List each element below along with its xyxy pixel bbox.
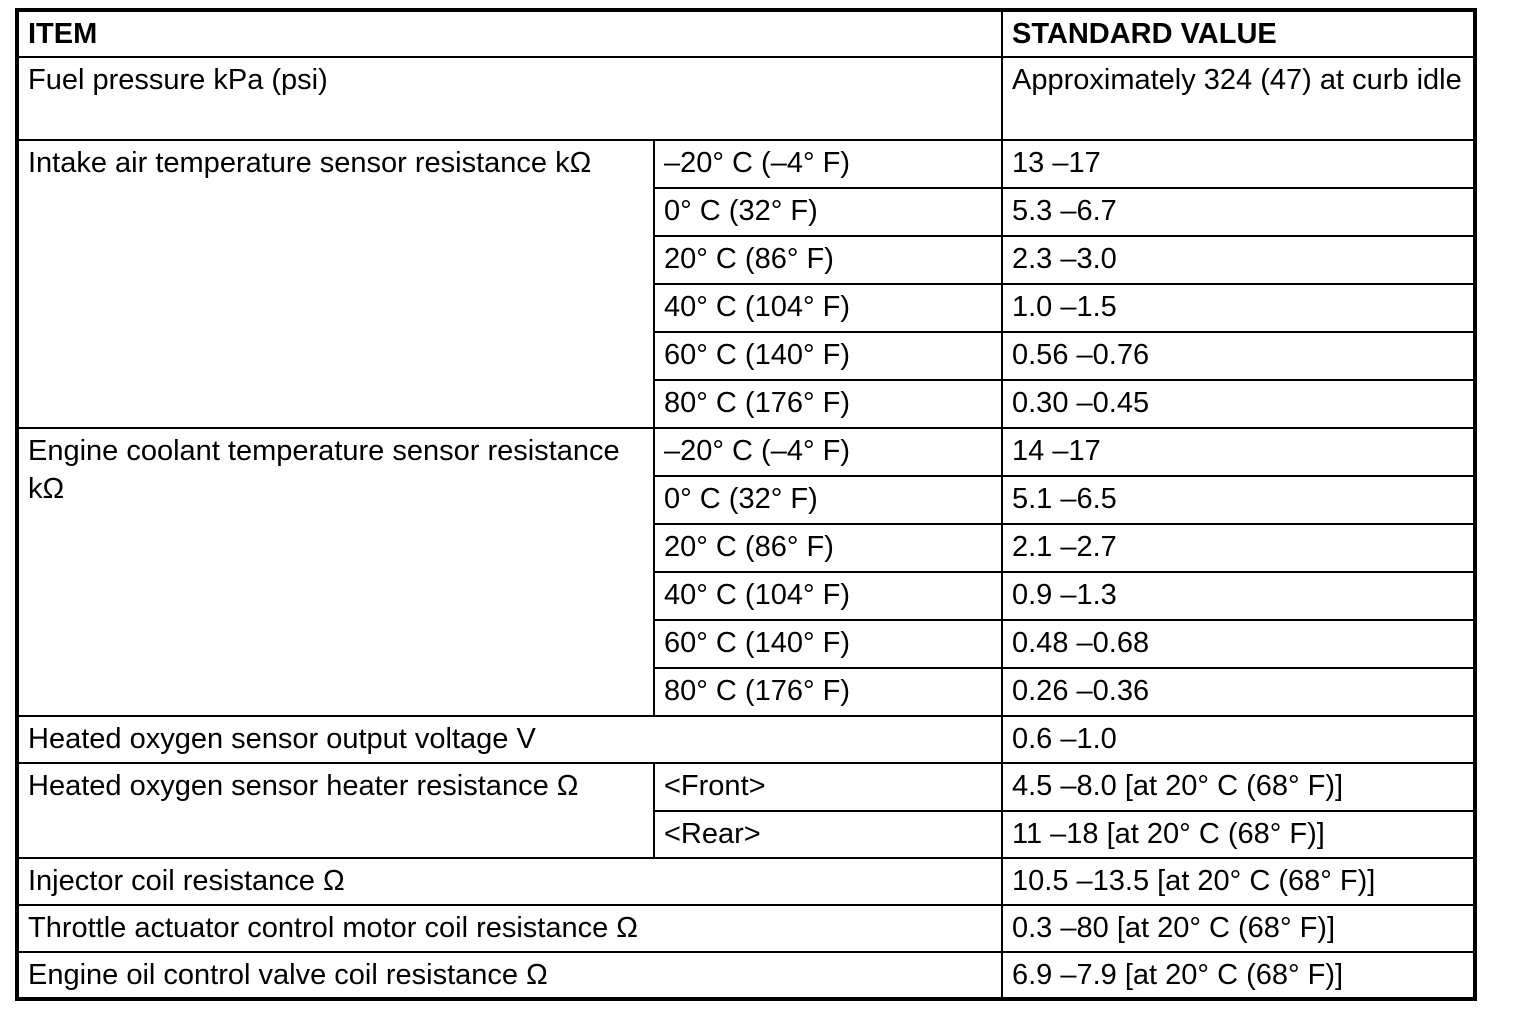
row-o2-output-voltage: Heated oxygen sensor output voltage V 0.…: [16, 715, 1476, 764]
item-cell: Intake air temperature sensor resistance…: [16, 139, 655, 429]
item-cell: Heated oxygen sensor output voltage V: [16, 715, 1003, 764]
row-fuel-pressure: Fuel pressure kPa (psi) Approximately 32…: [16, 56, 1476, 141]
row-coolant-temp-2: 20° C (86° F) 2.1 –2.7: [17, 523, 1476, 573]
value-cell: Approximately 324 (47) at curb idle: [1001, 56, 1476, 141]
condition-cell: 40° C (104° F): [653, 283, 1003, 333]
value-cell: 0.56 –0.76: [1001, 331, 1476, 381]
item-cell: Engine coolant temperature sensor resist…: [16, 427, 655, 717]
condition-cell: <Front>: [653, 762, 1003, 812]
row-coolant-temp-3: 40° C (104° F) 0.9 –1.3: [17, 571, 1476, 621]
value-cell: 1.0 –1.5: [1001, 283, 1476, 333]
item-cell: Injector coil resistance Ω: [16, 857, 1003, 906]
value-cell: 2.3 –3.0: [1001, 235, 1476, 285]
value-cell: 5.1 –6.5: [1001, 475, 1476, 525]
condition-cell: 20° C (86° F): [653, 523, 1003, 573]
row-intake-air-temp-1: 0° C (32° F) 5.3 –6.7: [17, 187, 1476, 237]
condition-cell: 20° C (86° F): [653, 235, 1003, 285]
value-cell: 0.30 –0.45: [1001, 379, 1476, 429]
condition-cell: –20° C (–4° F): [653, 139, 1003, 189]
value-cell: 0.26 –0.36: [1001, 667, 1476, 717]
row-intake-air-temp-0: Intake air temperature sensor resistance…: [16, 139, 1476, 429]
row-coolant-temp-4: 60° C (140° F) 0.48 –0.68: [17, 619, 1476, 669]
row-o2-heater-rear: <Rear> 11 –18 [at 20° C (68° F)]: [17, 810, 1476, 859]
row-intake-air-temp-3: 40° C (104° F) 1.0 –1.5: [17, 283, 1476, 333]
row-coolant-temp-5: 80° C (176° F) 0.26 –0.36: [17, 667, 1476, 717]
condition-cell: 80° C (176° F): [653, 667, 1003, 717]
row-injector-coil: Injector coil resistance Ω 10.5 –13.5 [a…: [16, 857, 1476, 906]
value-cell: 0.3 –80 [at 20° C (68° F)]: [1001, 904, 1476, 953]
row-intake-air-temp-4: 60° C (140° F) 0.56 –0.76: [17, 331, 1476, 381]
header-row: ITEM STANDARD VALUE: [16, 9, 1476, 58]
row-o2-heater-front: Heated oxygen sensor heater resistance Ω…: [16, 762, 1476, 859]
row-oil-control-valve-coil: Engine oil control valve coil resistance…: [16, 951, 1476, 1000]
value-cell: 2.1 –2.7: [1001, 523, 1476, 573]
value-cell: 0.9 –1.3: [1001, 571, 1476, 621]
col-header-standard-value: STANDARD VALUE: [1001, 9, 1476, 58]
item-cell: Engine oil control valve coil resistance…: [16, 951, 1003, 1000]
row-intake-air-temp-5: 80° C (176° F) 0.30 –0.45: [17, 379, 1476, 429]
row-throttle-motor-coil: Throttle actuator control motor coil res…: [16, 904, 1476, 953]
col-header-item: ITEM: [16, 9, 1003, 58]
condition-cell: 60° C (140° F): [653, 619, 1003, 669]
standard-values-table: ITEM STANDARD VALUE Fuel pressure kPa (p…: [15, 8, 1477, 1001]
value-cell: 5.3 –6.7: [1001, 187, 1476, 237]
value-cell: 4.5 –8.0 [at 20° C (68° F)]: [1001, 762, 1476, 812]
value-cell: 6.9 –7.9 [at 20° C (68° F)]: [1001, 951, 1476, 1000]
condition-cell: 0° C (32° F): [653, 187, 1003, 237]
condition-cell: 0° C (32° F): [653, 475, 1003, 525]
condition-cell: 80° C (176° F): [653, 379, 1003, 429]
row-coolant-temp-1: 0° C (32° F) 5.1 –6.5: [17, 475, 1476, 525]
condition-cell: –20° C (–4° F): [653, 427, 1003, 477]
item-cell: Throttle actuator control motor coil res…: [16, 904, 1003, 953]
value-cell: 0.48 –0.68: [1001, 619, 1476, 669]
value-cell: 14 –17: [1001, 427, 1476, 477]
value-cell: 13 –17: [1001, 139, 1476, 189]
value-cell: 0.6 –1.0: [1001, 715, 1476, 764]
condition-cell: <Rear>: [653, 810, 1003, 859]
item-cell: Fuel pressure kPa (psi): [16, 56, 1003, 141]
row-coolant-temp-0: Engine coolant temperature sensor resist…: [16, 427, 1476, 717]
item-cell: Heated oxygen sensor heater resistance Ω: [16, 762, 655, 859]
row-intake-air-temp-2: 20° C (86° F) 2.3 –3.0: [17, 235, 1476, 285]
value-cell: 11 –18 [at 20° C (68° F)]: [1001, 810, 1476, 859]
value-cell: 10.5 –13.5 [at 20° C (68° F)]: [1001, 857, 1476, 906]
condition-cell: 40° C (104° F): [653, 571, 1003, 621]
condition-cell: 60° C (140° F): [653, 331, 1003, 381]
